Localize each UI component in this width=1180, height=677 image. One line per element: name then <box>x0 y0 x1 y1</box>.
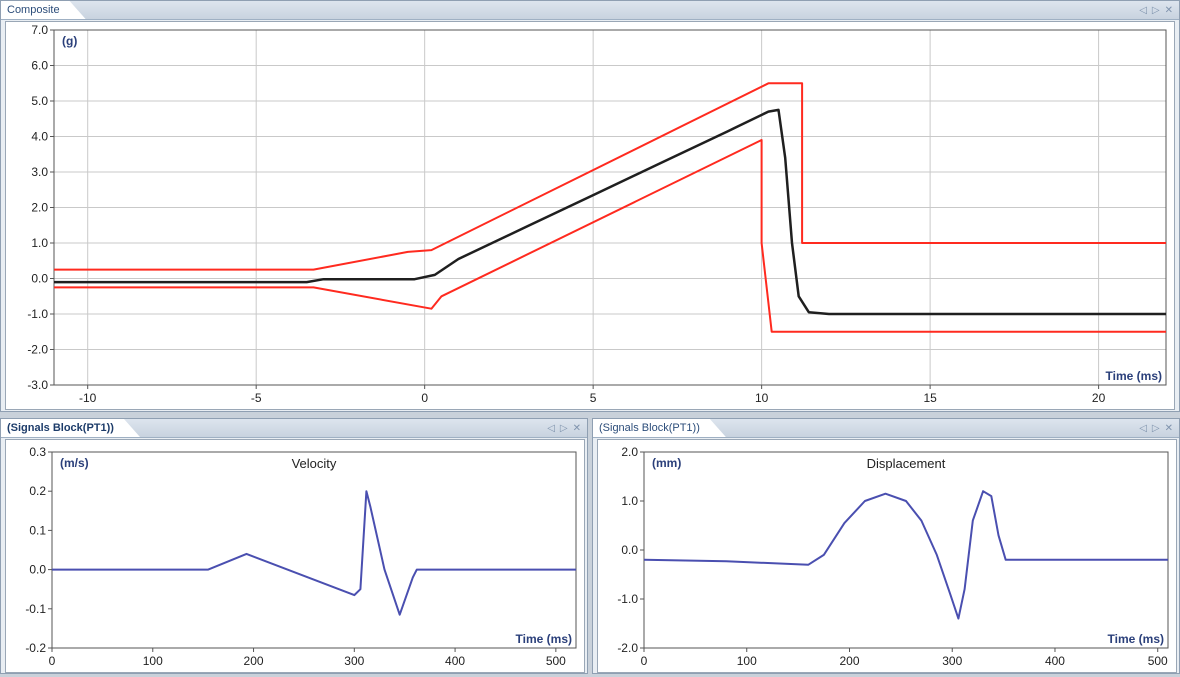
chart-composite-xlabel: Time (ms) <box>1106 369 1162 383</box>
chart-velocity-series-line-0 <box>52 490 576 616</box>
composite-plot-area: -3.0 -2.0 -1.0 0.0 1.0 2.0 3.0 4.0 5.0 6.0 7.0 -10 -… <box>5 21 1175 410</box>
chart-displacement-title: Displacement <box>867 456 946 471</box>
chart-displacement-ytick-label: 2.0 <box>621 445 638 459</box>
chart-velocity-xtick-label: 100 <box>143 654 163 668</box>
displacement-chart: -2.0 -1.0 0.0 1.0 2.0 0 100 200 300 400 500 (mm) Tim… <box>617 445 1169 668</box>
close-icon[interactable]: ✕ <box>572 422 581 434</box>
prev-icon[interactable]: ◁ <box>1139 422 1147 434</box>
chart-composite-xtick-label: 5 <box>590 391 597 405</box>
chart-composite-ytick-label: 5.0 <box>31 94 48 108</box>
chart-velocity-ytick-label: 0.3 <box>29 445 46 459</box>
chart-velocity-xtick-label: 400 <box>445 654 465 668</box>
next-icon[interactable]: ▷ <box>1151 4 1160 16</box>
chart-velocity-frame <box>51 451 577 649</box>
chart-velocity-ytick-label: -0.1 <box>25 602 46 616</box>
chart-composite-ytick-label: 2.0 <box>31 201 48 215</box>
chart-displacement-ytick-label: 0.0 <box>621 543 638 557</box>
chart-composite-ytick-label: 4.0 <box>31 130 48 144</box>
prev-icon[interactable]: ◁ <box>547 422 555 434</box>
composite-chart: -3.0 -2.0 -1.0 0.0 1.0 2.0 3.0 4.0 5.0 6.0 7.0 -10 -… <box>27 23 1167 405</box>
chart-composite-xtick-label: -10 <box>79 391 97 405</box>
chart-displacement-series-line-0 <box>643 490 1168 620</box>
displacement-panel: (Signals Block(PT1)) ◁ ▷ ✕ -2.0 -1.0 0.0 1.… <box>592 418 1180 674</box>
tab-signals-block-displacement[interactable]: (Signals Block(PT1)) <box>593 419 726 437</box>
chart-composite-series-line-2 <box>54 108 1166 316</box>
chart-composite-xtick-label: 0 <box>421 391 428 405</box>
composite-tabbar: Composite ◁ ▷ ✕ <box>1 1 1179 20</box>
chart-velocity-xtick-label: 200 <box>244 654 264 668</box>
chart-composite-series-line-1 <box>54 139 1166 333</box>
chart-displacement-xlabel: Time (ms) <box>1108 632 1164 646</box>
chart-composite-ytick-label: 0.0 <box>31 272 48 286</box>
close-icon[interactable]: ✕ <box>1164 422 1173 434</box>
composite-panel: Composite ◁ ▷ ✕ -3.0 -2.0 -1.0 0.0 1.0 2.0 3.0… <box>0 0 1180 412</box>
chart-displacement-xtick-label: 300 <box>942 654 962 668</box>
velocity-tabbar: (Signals Block(PT1)) ◁ ▷ ✕ <box>1 419 587 438</box>
chart-displacement-xtick-label: 400 <box>1045 654 1065 668</box>
chart-composite-xtick-label: -5 <box>251 391 262 405</box>
chart-velocity-xlabel: Time (ms) <box>516 632 572 646</box>
chart-displacement-ytick-label: -2.0 <box>617 641 638 655</box>
chart-composite-ylabel: (g) <box>62 34 77 48</box>
chart-displacement-ylabel: (mm) <box>652 456 681 470</box>
chart-displacement-xtick-label: 500 <box>1148 654 1168 668</box>
chart-velocity-xtick-label: 0 <box>49 654 56 668</box>
chart-velocity-ytick-label: 0.1 <box>29 523 46 537</box>
velocity-window-controls: ◁ ▷ ✕ <box>547 420 581 436</box>
chart-composite-ytick-label: -3.0 <box>27 378 48 392</box>
close-icon[interactable]: ✕ <box>1164 4 1173 16</box>
displacement-plot-area: -2.0 -1.0 0.0 1.0 2.0 0 100 200 300 400 500 (mm) Tim… <box>597 439 1177 673</box>
chart-composite-ytick-label: 7.0 <box>31 23 48 37</box>
chart-composite-series-line-0 <box>54 82 1166 271</box>
chart-composite-ytick-label: -1.0 <box>27 307 48 321</box>
chart-displacement-xtick-label: 100 <box>737 654 757 668</box>
chart-composite-xtick-label: 10 <box>755 391 769 405</box>
chart-composite-ytick-label: -2.0 <box>27 343 48 357</box>
chart-composite-xtick-label: 20 <box>1092 391 1106 405</box>
prev-icon[interactable]: ◁ <box>1139 4 1147 16</box>
chart-velocity-title: Velocity <box>292 456 337 471</box>
chart-displacement-frame <box>643 451 1169 649</box>
chart-composite-ytick-label: 6.0 <box>31 59 48 73</box>
next-icon[interactable]: ▷ <box>1151 422 1160 434</box>
tab-composite[interactable]: Composite <box>1 1 86 19</box>
chart-velocity-xtick-label: 500 <box>546 654 566 668</box>
chart-velocity-ylabel: (m/s) <box>60 456 89 470</box>
chart-velocity-xtick-label: 300 <box>344 654 364 668</box>
chart-composite-ytick-label: 1.0 <box>31 236 48 250</box>
displacement-tabbar: (Signals Block(PT1)) ◁ ▷ ✕ <box>593 419 1179 438</box>
chart-displacement-xtick-label: 200 <box>839 654 859 668</box>
velocity-chart: -0.2 -0.1 0.0 0.1 0.2 0.3 0 100 200 300 400 500 (m/s… <box>25 445 577 668</box>
velocity-panel: (Signals Block(PT1)) ◁ ▷ ✕ -0.2 -0.1 0.0 0.… <box>0 418 588 674</box>
composite-window-controls: ◁ ▷ ✕ <box>1139 2 1173 18</box>
chart-velocity-ytick-label: 0.2 <box>29 484 46 498</box>
chart-velocity-ytick-label: 0.0 <box>29 563 46 577</box>
velocity-plot-area: -0.2 -0.1 0.0 0.1 0.2 0.3 0 100 200 300 400 500 (m/s… <box>5 439 585 673</box>
next-icon[interactable]: ▷ <box>559 422 568 434</box>
chart-displacement-xtick-label: 0 <box>641 654 648 668</box>
chart-composite-ytick-label: 3.0 <box>31 165 48 179</box>
chart-velocity-ytick-label: -0.2 <box>25 641 46 655</box>
chart-displacement-ytick-label: -1.0 <box>617 592 638 606</box>
tab-signals-block-velocity[interactable]: (Signals Block(PT1)) <box>1 419 140 437</box>
chart-displacement-ytick-label: 1.0 <box>621 494 638 508</box>
chart-composite-xtick-label: 15 <box>923 391 937 405</box>
displacement-window-controls: ◁ ▷ ✕ <box>1139 420 1173 436</box>
